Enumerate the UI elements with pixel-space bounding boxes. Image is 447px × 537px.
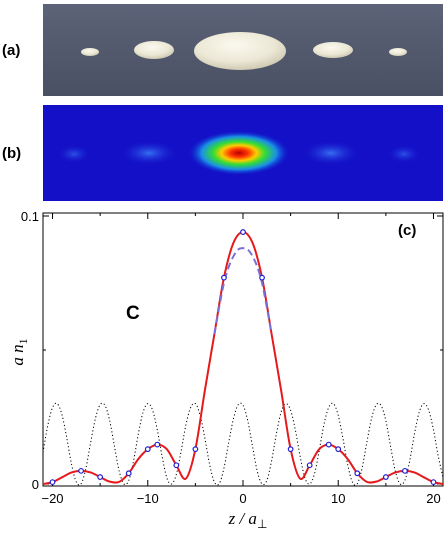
isosurface-blob-4 <box>313 42 353 58</box>
data-point-marker <box>221 274 227 281</box>
panel-label-b: (b) <box>2 145 22 162</box>
data-point-marker <box>125 470 132 477</box>
x-tick-label: 20 <box>426 491 440 506</box>
isosurface-blob-1 <box>81 48 99 56</box>
y-tick-label: 0.1 <box>21 209 39 224</box>
series-line-dashed <box>213 247 273 335</box>
x-axis-label: z / a⊥ <box>228 509 268 531</box>
series-dashed-group <box>213 247 273 335</box>
plot-frame <box>42 212 444 487</box>
panel-b <box>43 105 443 201</box>
heatmap-spot-5 <box>388 145 420 163</box>
isosurface-blob-5 <box>389 48 407 56</box>
panel-label-a: (a) <box>2 42 21 59</box>
data-point-marker <box>192 446 199 453</box>
series-solid-group <box>42 231 444 485</box>
x-tick-label: −10 <box>137 491 159 506</box>
x-tick-label: −20 <box>41 491 63 506</box>
data-point-marker <box>335 446 342 453</box>
data-point-marker <box>382 474 389 480</box>
x-tick-label: 10 <box>331 491 345 506</box>
data-point-marker <box>154 441 161 448</box>
panel-c: −20 −10 0 10 20 00.1 C a n1 z / a⊥ <box>8 209 444 531</box>
heatmap-spot-4 <box>303 141 359 165</box>
data-point-marker <box>49 479 56 486</box>
data-point-marker <box>325 441 332 448</box>
y-tick-label: 0 <box>32 477 39 492</box>
y-tick-labels: 00.1 <box>21 209 39 492</box>
data-point-marker <box>354 470 361 477</box>
series-dotted-group <box>42 402 444 486</box>
data-point-marker <box>430 479 437 486</box>
data-point-marker <box>173 462 180 469</box>
series-line-solid <box>42 231 444 485</box>
x-tick-labels: −20 −10 0 10 20 <box>41 491 440 506</box>
data-point-marker <box>287 446 294 453</box>
x-tick-label: 0 <box>239 491 246 506</box>
data-point-marker <box>144 446 151 453</box>
y-axis-label: a n1 <box>8 338 30 365</box>
isosurface-blob-2 <box>134 41 174 59</box>
isosurface-blob-3 <box>194 32 286 70</box>
data-point-marker <box>402 467 408 474</box>
panel-a <box>43 4 443 96</box>
panel-label-c: (c) <box>398 222 417 239</box>
annotation-label: C <box>126 303 140 324</box>
heatmap-spot-2 <box>121 141 177 165</box>
heatmap-spot-1 <box>58 145 90 163</box>
data-point-marker <box>240 229 246 235</box>
data-point-marker <box>259 274 265 281</box>
data-point-marker <box>97 474 104 480</box>
data-point-marker <box>306 462 313 469</box>
data-point-marker <box>78 467 84 474</box>
tick-marks <box>43 213 443 486</box>
series-markers-group <box>49 229 437 486</box>
series-line-dotted <box>42 402 444 486</box>
heatmap-spot-3 <box>189 131 289 175</box>
